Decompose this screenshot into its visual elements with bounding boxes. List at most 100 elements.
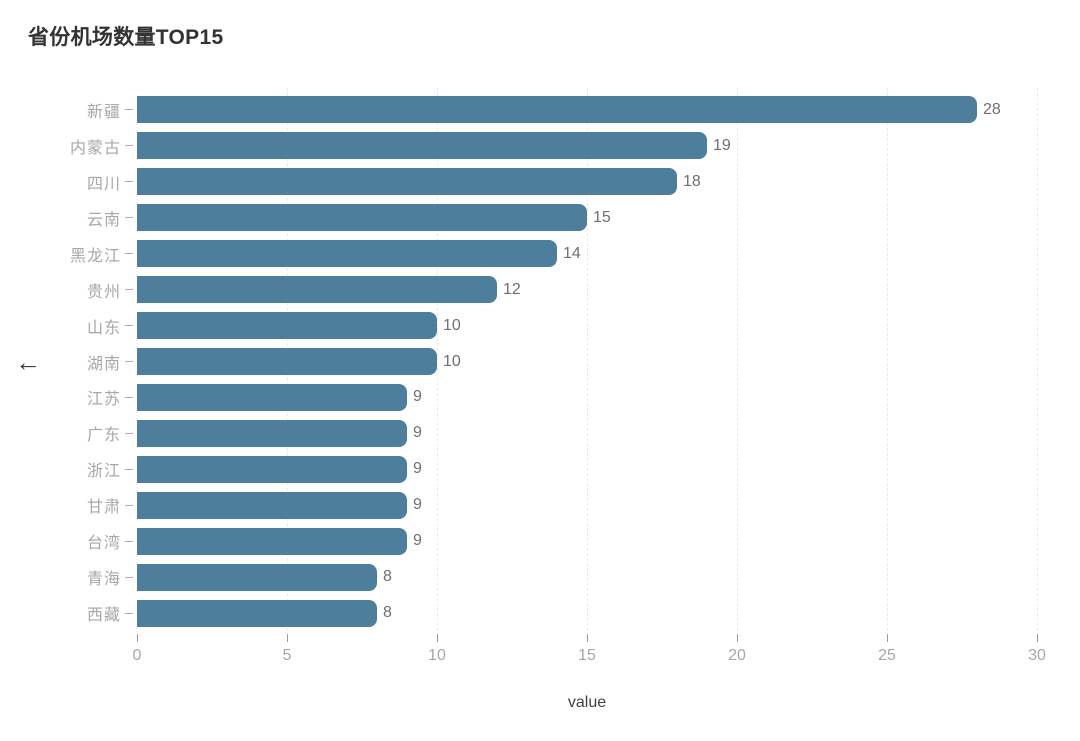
bar-value-label: 10 (443, 352, 461, 370)
x-tick-label: 20 (728, 647, 746, 664)
x-tick-label: 10 (428, 647, 446, 664)
bar-value-label: 9 (413, 424, 422, 442)
chart-row: 四川 18 (0, 164, 1080, 200)
chart-row: 甘肃 9 (0, 487, 1080, 523)
chart-row: 云南 15 (0, 200, 1080, 236)
x-tick-label: 0 (132, 647, 142, 664)
x-tick-mark (737, 634, 738, 642)
bar-value-label: 9 (413, 532, 422, 550)
bar-value-label: 12 (503, 280, 521, 298)
y-tick-mark (125, 325, 133, 327)
y-tick-mark (125, 217, 133, 219)
bar-value-label: 8 (383, 568, 392, 586)
bar-value-label: 19 (713, 136, 731, 154)
bar-value-label: 18 (683, 172, 701, 190)
y-tick-mark (125, 612, 133, 614)
gridline (437, 88, 438, 631)
y-tick-mark (125, 432, 133, 434)
y-tick-mark (125, 181, 133, 183)
bar[interactable] (137, 132, 707, 160)
x-tick-label: 15 (578, 647, 596, 664)
bar[interactable] (137, 455, 407, 483)
back-arrow-icon[interactable]: ← (15, 347, 41, 377)
x-tick-label: 5 (282, 647, 292, 664)
y-axis-label: 西藏 (86, 607, 121, 625)
bar[interactable] (137, 383, 407, 411)
chart-row: 西藏 8 (0, 595, 1080, 631)
y-tick-mark (125, 253, 133, 255)
x-axis-title: value (567, 694, 607, 711)
y-axis-label: 湖南 (86, 355, 121, 373)
bar[interactable] (137, 240, 557, 268)
x-tick-label: 25 (878, 647, 896, 664)
x-tick-mark (587, 634, 588, 642)
bar-value-label: 9 (413, 496, 422, 514)
y-tick-mark (125, 289, 133, 291)
y-axis-label: 贵州 (86, 283, 121, 301)
y-tick-mark (125, 504, 133, 506)
gridline (737, 88, 738, 631)
y-axis-label: 青海 (86, 571, 121, 589)
bar-value-label: 9 (413, 460, 422, 478)
y-axis-label: 黑龙江 (69, 247, 121, 265)
page-title: 省份机场数量TOP15 (28, 26, 224, 49)
y-axis-label: 云南 (86, 211, 121, 229)
x-tick-mark (1037, 634, 1038, 642)
bar-value-label: 15 (593, 208, 611, 226)
x-axis: 0 5 10 15 20 25 30 (133, 631, 1046, 691)
y-tick-mark (125, 361, 133, 363)
x-tick-mark (437, 634, 438, 642)
y-axis-label: 内蒙古 (69, 139, 121, 157)
chart-row: 江苏 9 (0, 380, 1080, 416)
chart-row: 浙江 9 (0, 451, 1080, 487)
bar[interactable] (137, 491, 407, 519)
chart-row: 新疆 28 (0, 92, 1080, 128)
y-tick-mark (125, 145, 133, 147)
bar[interactable] (137, 419, 407, 447)
chart-row: 广东 9 (0, 415, 1080, 451)
x-tick-mark (887, 634, 888, 642)
y-tick-mark (125, 396, 133, 398)
chart-row: 内蒙古 19 (0, 128, 1080, 164)
chart-row: 台湾 9 (0, 523, 1080, 559)
gridline (587, 88, 588, 631)
y-tick-mark (125, 109, 133, 111)
bar-value-label: 28 (983, 100, 1001, 118)
bar-chart: 新疆 28 内蒙古 19 四川 18 云南 15 黑龙江 14 贵州 12 山东 10 湖南 10 江苏 9 广东 9… (0, 88, 1080, 631)
y-tick-mark (125, 576, 133, 578)
bar-value-label: 10 (443, 316, 461, 334)
bar-value-label: 14 (563, 244, 581, 262)
bar-value-label: 9 (413, 388, 422, 406)
y-tick-mark (125, 540, 133, 542)
bar[interactable] (137, 168, 677, 196)
y-tick-mark (125, 468, 133, 470)
y-axis-label: 新疆 (86, 103, 121, 121)
bar[interactable] (137, 348, 437, 376)
bar[interactable] (137, 563, 377, 591)
chart-row: 青海 8 (0, 559, 1080, 595)
chart-row: 湖南 10 (0, 344, 1080, 380)
bar-value-label: 8 (383, 604, 392, 622)
bar[interactable] (137, 276, 497, 304)
x-tick-mark (287, 634, 288, 642)
x-tick-mark (137, 634, 138, 642)
y-axis-label: 甘肃 (86, 499, 121, 517)
gridline (1037, 88, 1038, 631)
y-axis-label: 山东 (86, 319, 121, 337)
bar[interactable] (137, 527, 407, 555)
bar[interactable] (137, 96, 977, 124)
gridline (887, 88, 888, 631)
chart-row: 黑龙江 14 (0, 236, 1080, 272)
x-tick-label: 30 (1028, 647, 1046, 664)
bar[interactable] (137, 312, 437, 340)
y-axis-label: 江苏 (86, 391, 121, 409)
bar[interactable] (137, 599, 377, 627)
y-axis-label: 台湾 (86, 535, 121, 553)
chart-row: 山东 10 (0, 308, 1080, 344)
y-axis-label: 广东 (86, 427, 121, 445)
chart-row: 贵州 12 (0, 272, 1080, 308)
y-axis-label: 四川 (86, 175, 121, 193)
bar[interactable] (137, 204, 587, 232)
y-axis-label: 浙江 (86, 463, 121, 481)
